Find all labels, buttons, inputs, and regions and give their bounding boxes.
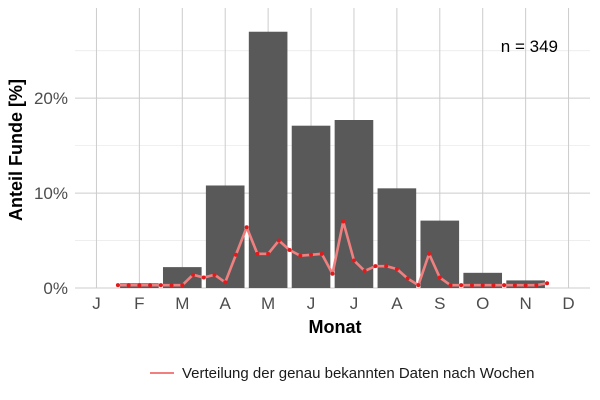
axis-layer: J F M A M J J A S O N D 0% 10% 20% bbox=[34, 89, 575, 313]
legend-label: Verteilung der genau bekannten Daten nac… bbox=[182, 364, 535, 382]
series-point bbox=[469, 283, 474, 288]
series-point bbox=[512, 283, 517, 288]
series-point bbox=[394, 267, 399, 272]
series-point bbox=[459, 283, 464, 288]
x-tick-label: J bbox=[350, 294, 359, 313]
y-tick-label: 20% bbox=[34, 89, 68, 108]
y-tick-label: 0% bbox=[43, 279, 68, 298]
series-point bbox=[373, 264, 378, 269]
x-tick-label: D bbox=[562, 294, 574, 313]
series-point bbox=[384, 264, 389, 269]
series-point bbox=[545, 281, 550, 286]
x-tick-label: F bbox=[134, 294, 144, 313]
series-point bbox=[255, 251, 260, 256]
series-point bbox=[523, 283, 528, 288]
series-point bbox=[534, 283, 539, 288]
series-point bbox=[212, 272, 217, 277]
series-point bbox=[405, 276, 410, 281]
series-point bbox=[416, 283, 421, 288]
x-tick-label: S bbox=[434, 294, 445, 313]
x-tick-label: J bbox=[92, 294, 101, 313]
series-point bbox=[298, 253, 303, 258]
series-point bbox=[362, 268, 367, 273]
series-point bbox=[341, 219, 346, 224]
sample-size-annotation: n = 349 bbox=[501, 37, 558, 56]
series-point bbox=[169, 283, 174, 288]
x-tick-label: M bbox=[175, 294, 189, 313]
series-point bbox=[158, 283, 163, 288]
y-axis-title: Anteil Funde [%] bbox=[6, 79, 26, 221]
x-axis-title: Monat bbox=[309, 317, 362, 337]
series-point bbox=[287, 248, 292, 253]
series-point bbox=[233, 252, 238, 257]
series-point bbox=[223, 280, 228, 285]
series-point bbox=[276, 238, 281, 243]
series-point bbox=[180, 283, 185, 288]
series-point bbox=[427, 251, 432, 256]
series-point bbox=[351, 258, 356, 263]
series-point bbox=[191, 272, 196, 277]
series-point bbox=[244, 225, 249, 230]
y-tick-label: 10% bbox=[34, 184, 68, 203]
series-point bbox=[126, 283, 131, 288]
line-layer bbox=[115, 219, 550, 288]
x-tick-label: A bbox=[220, 294, 232, 313]
bar bbox=[377, 188, 417, 288]
x-tick-label: M bbox=[261, 294, 275, 313]
x-tick-label: N bbox=[519, 294, 531, 313]
bar bbox=[205, 185, 245, 288]
x-tick-label: O bbox=[476, 294, 489, 313]
series-point bbox=[137, 283, 142, 288]
series-point bbox=[330, 271, 335, 276]
series-point bbox=[201, 275, 206, 280]
series-point bbox=[480, 283, 485, 288]
series-point bbox=[115, 283, 120, 288]
series-point bbox=[502, 283, 507, 288]
series-point bbox=[148, 283, 153, 288]
bar-layer bbox=[120, 31, 545, 288]
bar bbox=[162, 267, 202, 288]
legend-line-swatch bbox=[150, 372, 174, 374]
series-point bbox=[437, 275, 442, 280]
series-point bbox=[309, 252, 314, 257]
series-point bbox=[448, 283, 453, 288]
series-point bbox=[266, 251, 271, 256]
legend: Verteilung der genau bekannten Daten nac… bbox=[150, 362, 535, 384]
series-point bbox=[319, 251, 324, 256]
x-tick-label: A bbox=[391, 294, 403, 313]
bar bbox=[334, 120, 374, 288]
x-tick-label: J bbox=[307, 294, 316, 313]
bar bbox=[291, 125, 331, 288]
series-point bbox=[491, 283, 496, 288]
